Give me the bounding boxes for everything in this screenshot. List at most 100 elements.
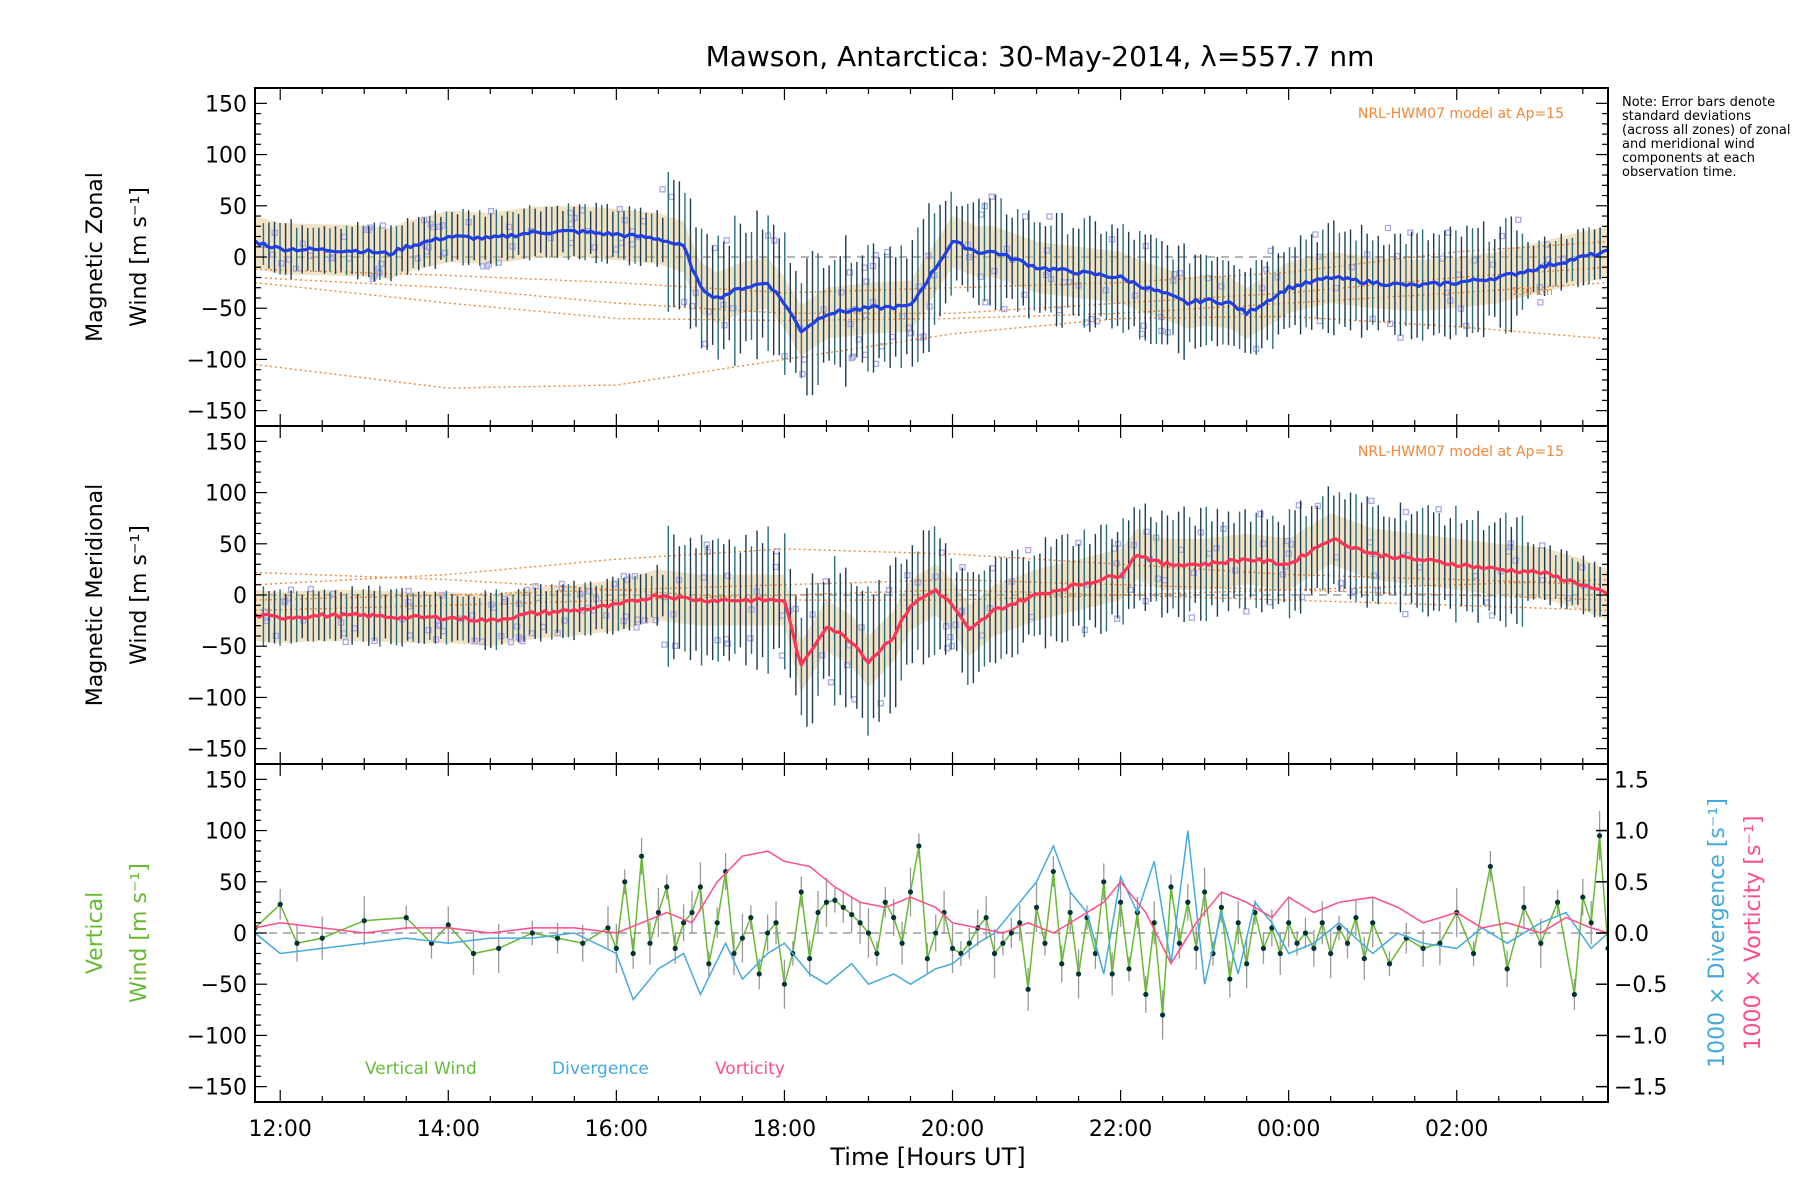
vertical-wind-point bbox=[1168, 884, 1174, 890]
vertical-wind-point bbox=[1033, 904, 1040, 910]
series-line-zonal bbox=[255, 228, 1608, 334]
zone-sample-marker bbox=[405, 598, 412, 606]
vertical-wind-point bbox=[1470, 950, 1477, 957]
zone-sample-marker bbox=[1140, 322, 1147, 330]
zone-sample-marker bbox=[478, 638, 485, 645]
zone-sample-marker bbox=[827, 679, 835, 686]
zone-sample-marker bbox=[483, 263, 490, 270]
zone-sample-marker bbox=[547, 234, 555, 242]
zone-sample-marker bbox=[877, 700, 884, 707]
zone-sample-marker bbox=[414, 255, 421, 262]
vertical-wind-point bbox=[294, 940, 300, 946]
y-axis-tick-label: 150 bbox=[205, 430, 247, 455]
panel-plot-zonal bbox=[255, 171, 1608, 396]
zone-sample-marker bbox=[1143, 528, 1150, 535]
vertical-wind-point bbox=[807, 956, 813, 962]
vertical-wind-point bbox=[1218, 904, 1225, 910]
zone-sample-marker bbox=[1188, 614, 1196, 621]
zone-sample-marker bbox=[724, 572, 731, 579]
zone-sample-marker bbox=[1488, 612, 1496, 619]
vertical-wind-point bbox=[983, 915, 989, 921]
vertical-wind-point bbox=[554, 935, 561, 941]
vertical-wind-point bbox=[714, 920, 720, 926]
zone-sample-marker bbox=[1001, 305, 1008, 313]
zone-sample-marker bbox=[858, 624, 865, 631]
zone-sample-marker bbox=[561, 617, 568, 624]
hwm07-model-curve-2 bbox=[255, 266, 1608, 314]
zone-sample-marker bbox=[641, 617, 649, 624]
zone-sample-marker bbox=[1190, 569, 1197, 577]
zone-sample-marker bbox=[884, 248, 891, 256]
y-axis-tick-label: −150 bbox=[187, 738, 247, 763]
vertical-wind-point bbox=[1504, 966, 1510, 972]
x-axis-tick-label: 18:00 bbox=[753, 1117, 816, 1142]
vertical-wind-point bbox=[958, 950, 964, 957]
zone-sample-marker bbox=[1218, 283, 1225, 290]
vertical-wind-point bbox=[1344, 940, 1351, 946]
zone-sample-marker bbox=[591, 244, 598, 251]
vertical-wind-point bbox=[882, 899, 888, 905]
zone-sample-marker bbox=[1312, 231, 1319, 238]
zone-sample-marker bbox=[1402, 610, 1409, 618]
y-axis-tick-label: 50 bbox=[219, 533, 247, 558]
zone-sample-marker bbox=[1351, 588, 1358, 595]
zone-sample-marker bbox=[1056, 307, 1063, 314]
vertical-wind-point bbox=[840, 904, 846, 910]
zone-sample-marker bbox=[1316, 317, 1323, 325]
zone-sample-marker bbox=[652, 617, 659, 624]
zone-sample-marker bbox=[328, 255, 335, 262]
vertical-wind-point bbox=[1386, 961, 1393, 967]
vertical-wind-point bbox=[1252, 909, 1258, 916]
right-axis-tick-label: 0.5 bbox=[1614, 871, 1649, 896]
right-axis-tick-label: 1.5 bbox=[1614, 768, 1649, 793]
vertical-wind-point bbox=[765, 930, 771, 936]
vertical-wind-point bbox=[647, 940, 653, 946]
y-axis-label-line1: Vertical bbox=[83, 892, 108, 974]
vertical-wind-point bbox=[1176, 940, 1183, 946]
series-line-meridional bbox=[255, 537, 1608, 667]
zone-sample-marker bbox=[1021, 291, 1028, 298]
zone-sample-marker bbox=[611, 580, 618, 588]
vertical-wind-point bbox=[1328, 950, 1334, 957]
zone-sample-marker bbox=[659, 186, 666, 193]
vertical-wind-point bbox=[1050, 868, 1056, 875]
vertical-wind-point bbox=[403, 915, 409, 921]
zone-sample-marker bbox=[1370, 572, 1378, 579]
zone-sample-marker bbox=[989, 565, 996, 572]
zone-sample-marker bbox=[281, 598, 288, 606]
vertical-wind-point bbox=[1311, 945, 1317, 951]
zone-sample-marker bbox=[1348, 264, 1355, 271]
vertical-wind-point bbox=[1185, 899, 1191, 905]
vertical-wind-point bbox=[445, 922, 451, 928]
hwm07-model-curve-4 bbox=[255, 589, 1608, 612]
zone-sample-marker bbox=[689, 303, 696, 310]
right-axis-tick-label: −0.5 bbox=[1614, 973, 1667, 998]
vertical-wind-point bbox=[1244, 961, 1250, 967]
y-axis-tick-label: −100 bbox=[187, 1024, 247, 1049]
panel-plot-vertical bbox=[255, 811, 1608, 1040]
vertical-wind-point bbox=[1336, 925, 1342, 931]
zone-sample-marker bbox=[862, 351, 869, 358]
zone-sample-marker bbox=[1435, 506, 1442, 513]
vertical-wind-point bbox=[680, 920, 687, 926]
zone-sample-marker bbox=[661, 641, 668, 648]
zone-sample-marker bbox=[1295, 502, 1303, 509]
legend-item-vorticity: Vorticity bbox=[715, 1059, 785, 1079]
y-axis-tick-label: −150 bbox=[187, 1076, 247, 1101]
y-axis-tick-label: −100 bbox=[187, 348, 247, 373]
zone-sample-marker bbox=[1170, 271, 1178, 278]
y-axis-label-line1: Magnetic Zonal bbox=[83, 172, 108, 342]
vertical-wind-point bbox=[773, 920, 779, 926]
vertical-wind-point bbox=[361, 918, 367, 924]
x-axis: 12:00 14:00 16:00 18:00 20:00 22:00 00:00 02:00 bbox=[249, 1117, 1489, 1142]
zone-sample-marker bbox=[1154, 575, 1162, 582]
vertical-wind-point bbox=[798, 889, 804, 895]
y-axis-label-line2: Wind [m s⁻¹] bbox=[127, 525, 152, 665]
zone-sample-marker bbox=[899, 313, 906, 320]
vertical-wind-point bbox=[697, 884, 703, 890]
zone-sample-marker bbox=[1402, 508, 1410, 516]
zone-sample-marker bbox=[988, 193, 995, 200]
panel-meridional: NRL-HWM07 model at Ap=15 150 100 50 0 −50 −100… bbox=[83, 425, 1609, 765]
vertical-wind-point bbox=[1302, 930, 1309, 936]
